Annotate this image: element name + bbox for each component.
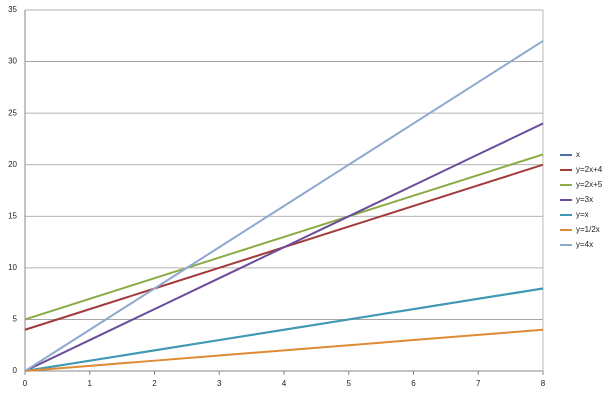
legend-label: y=2x+5 (576, 180, 603, 189)
x-tick-label: 4 (282, 379, 287, 388)
y-tick-label: 30 (8, 57, 17, 66)
series-line (24, 328, 544, 372)
legend-label: y=1/2x (576, 225, 600, 234)
y-tick-label: 20 (8, 160, 17, 169)
series-line (24, 122, 544, 372)
y-tick-label: 15 (8, 211, 17, 220)
y-tick-label: 35 (8, 5, 17, 14)
series-line (24, 153, 544, 321)
legend-label: y=4x (576, 240, 593, 249)
x-tick-label: 8 (541, 379, 546, 388)
legend-label: x (576, 150, 580, 159)
x-tick-label: 3 (217, 379, 222, 388)
x-tick-label: 5 (347, 379, 352, 388)
y-tick-label: 25 (8, 108, 17, 117)
y-tick-label: 10 (8, 263, 17, 272)
legend-label: y=2x+4 (576, 165, 603, 174)
y-tick-label: 0 (13, 366, 18, 375)
series-line (24, 40, 544, 372)
legend-label: y=3x (576, 195, 593, 204)
x-tick-label: 6 (411, 379, 416, 388)
series-line (24, 287, 544, 372)
legend-label: y=x (576, 210, 589, 219)
x-tick-label: 7 (476, 379, 481, 388)
x-tick-label: 0 (23, 379, 28, 388)
x-tick-label: 2 (152, 379, 157, 388)
x-tick-label: 1 (88, 379, 93, 388)
y-tick-label: 5 (13, 315, 18, 324)
